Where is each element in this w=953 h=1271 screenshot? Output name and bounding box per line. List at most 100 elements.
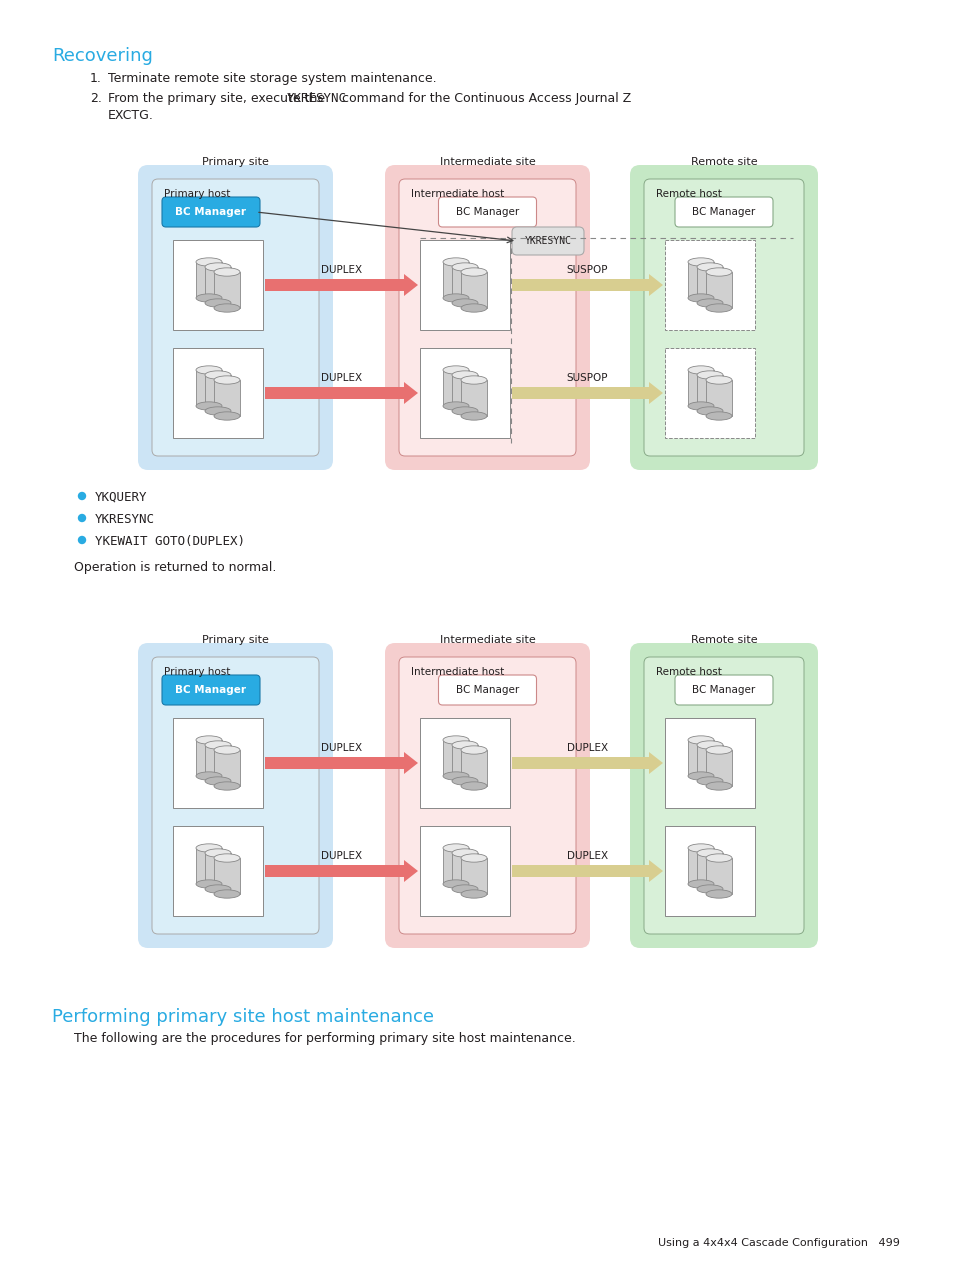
Ellipse shape <box>195 771 222 780</box>
Ellipse shape <box>195 366 222 374</box>
Ellipse shape <box>442 880 469 888</box>
Text: Recovering: Recovering <box>52 47 152 65</box>
Text: Primary host: Primary host <box>164 667 230 677</box>
Ellipse shape <box>697 263 722 271</box>
Text: BC Manager: BC Manager <box>456 207 518 217</box>
Ellipse shape <box>213 782 240 791</box>
Ellipse shape <box>697 299 722 308</box>
Ellipse shape <box>452 777 477 785</box>
Ellipse shape <box>697 777 722 785</box>
Ellipse shape <box>195 402 222 411</box>
Text: Intermediate site: Intermediate site <box>439 158 535 167</box>
Text: Performing primary site host maintenance: Performing primary site host maintenance <box>52 1008 434 1026</box>
Bar <box>442 740 469 777</box>
Bar <box>213 380 240 416</box>
Text: DUPLEX: DUPLEX <box>320 264 362 275</box>
Text: Primary site: Primary site <box>202 636 269 644</box>
Ellipse shape <box>442 366 469 374</box>
Text: command for the Continuous Access Journal Z: command for the Continuous Access Journa… <box>338 92 631 105</box>
Text: Primary host: Primary host <box>164 189 230 200</box>
Bar <box>172 348 263 438</box>
Ellipse shape <box>205 299 231 308</box>
Text: DUPLEX: DUPLEX <box>320 852 362 860</box>
Circle shape <box>78 536 86 544</box>
Text: Remote site: Remote site <box>690 158 757 167</box>
Bar <box>172 718 263 808</box>
Bar <box>705 380 731 416</box>
Bar <box>452 853 477 888</box>
Text: Remote host: Remote host <box>656 189 721 200</box>
FancyBboxPatch shape <box>512 228 583 255</box>
FancyBboxPatch shape <box>162 675 260 705</box>
Bar <box>687 262 713 297</box>
Text: The following are the procedures for performing primary site host maintenance.: The following are the procedures for per… <box>74 1032 576 1045</box>
Ellipse shape <box>705 376 731 384</box>
FancyBboxPatch shape <box>385 643 589 948</box>
Text: SUSPOP: SUSPOP <box>566 372 608 383</box>
Polygon shape <box>265 860 417 882</box>
Ellipse shape <box>697 849 722 857</box>
Ellipse shape <box>442 402 469 411</box>
Ellipse shape <box>452 371 477 379</box>
Ellipse shape <box>697 885 722 894</box>
Bar <box>452 375 477 411</box>
Ellipse shape <box>460 854 486 862</box>
Bar <box>442 262 469 297</box>
Ellipse shape <box>705 854 731 862</box>
Bar <box>697 853 722 888</box>
Ellipse shape <box>205 263 231 271</box>
Ellipse shape <box>687 366 713 374</box>
FancyBboxPatch shape <box>643 657 803 934</box>
Bar <box>205 745 231 780</box>
Ellipse shape <box>442 844 469 852</box>
Ellipse shape <box>213 304 240 313</box>
Bar <box>205 853 231 888</box>
Text: SUSPOP: SUSPOP <box>566 264 608 275</box>
Text: Intermediate host: Intermediate host <box>411 189 504 200</box>
Bar <box>195 262 222 297</box>
Bar <box>172 826 263 916</box>
Text: YKQUERY: YKQUERY <box>95 491 148 505</box>
Text: BC Manager: BC Manager <box>175 207 246 217</box>
Text: From the primary site, execute the: From the primary site, execute the <box>108 92 329 105</box>
Ellipse shape <box>687 844 713 852</box>
FancyBboxPatch shape <box>138 643 333 948</box>
Bar <box>460 272 486 308</box>
Ellipse shape <box>205 741 231 749</box>
FancyBboxPatch shape <box>629 165 817 470</box>
Ellipse shape <box>213 854 240 862</box>
FancyBboxPatch shape <box>629 643 817 948</box>
Text: 1.: 1. <box>90 72 102 85</box>
Text: DUPLEX: DUPLEX <box>566 744 607 752</box>
Bar <box>419 826 510 916</box>
Bar <box>460 380 486 416</box>
Ellipse shape <box>195 258 222 266</box>
Bar <box>452 267 477 302</box>
Bar <box>195 848 222 885</box>
FancyBboxPatch shape <box>152 179 318 456</box>
Ellipse shape <box>460 890 486 899</box>
Ellipse shape <box>705 412 731 421</box>
Text: YKRESYNC: YKRESYNC <box>95 513 154 526</box>
Bar <box>460 858 486 894</box>
Ellipse shape <box>687 771 713 780</box>
Text: YKEWAIT GOTO(DUPLEX): YKEWAIT GOTO(DUPLEX) <box>95 535 245 548</box>
Ellipse shape <box>452 849 477 857</box>
Text: DUPLEX: DUPLEX <box>320 744 362 752</box>
Ellipse shape <box>687 258 713 266</box>
FancyBboxPatch shape <box>438 197 536 228</box>
Bar <box>205 267 231 302</box>
Ellipse shape <box>442 736 469 744</box>
Polygon shape <box>265 752 417 774</box>
Bar <box>687 848 713 885</box>
Bar <box>205 375 231 411</box>
Ellipse shape <box>460 746 486 754</box>
Polygon shape <box>512 752 662 774</box>
Bar <box>213 272 240 308</box>
Ellipse shape <box>687 736 713 744</box>
FancyBboxPatch shape <box>398 657 576 934</box>
Text: BC Manager: BC Manager <box>456 685 518 695</box>
Ellipse shape <box>195 294 222 302</box>
Polygon shape <box>512 860 662 882</box>
Ellipse shape <box>705 746 731 754</box>
